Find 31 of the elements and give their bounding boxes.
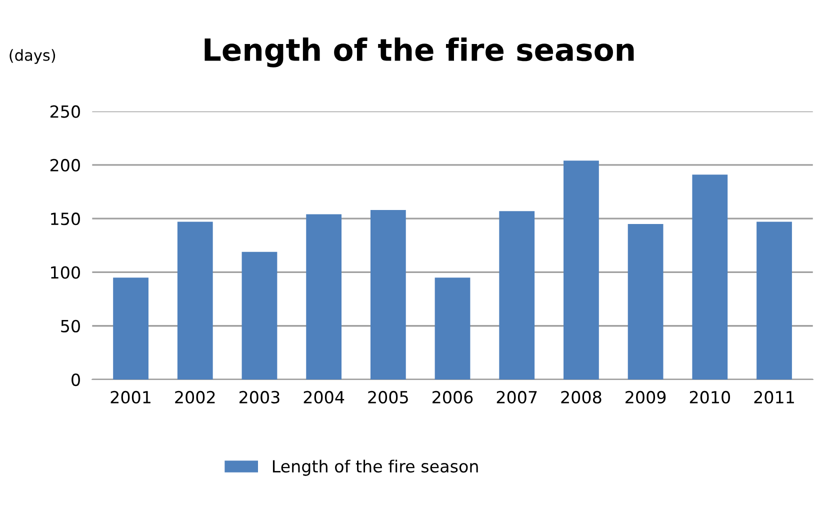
- bar: [370, 210, 406, 380]
- x-tick-label: 2008: [561, 390, 602, 404]
- bar: [692, 174, 728, 380]
- y-tick-label: 0: [72, 373, 80, 386]
- x-tick-label: 2011: [754, 390, 794, 404]
- x-tick-label: 2002: [175, 390, 215, 404]
- bar: [499, 211, 535, 380]
- bar: [242, 252, 278, 380]
- y-tick-label: 50: [61, 320, 80, 332]
- chart-title: Length of the fire season: [204, 38, 634, 68]
- bar: [628, 224, 664, 380]
- x-tick-label: 2004: [304, 390, 344, 404]
- bar: [113, 278, 148, 380]
- bar: [306, 214, 342, 380]
- bar: [564, 160, 599, 380]
- x-tick-label: 2006: [432, 390, 473, 404]
- x-tick-label: 2007: [496, 390, 537, 404]
- x-tick-label: 2009: [626, 390, 666, 404]
- y-axis-title: (days): [10, 49, 56, 64]
- y-tick-label: 250: [50, 105, 80, 118]
- bar: [434, 278, 470, 380]
- bar: [177, 222, 213, 380]
- x-tick-label: 2003: [239, 390, 280, 404]
- x-tick-label: 2005: [368, 390, 408, 404]
- x-tick-label: 2010: [690, 390, 730, 404]
- x-tick-label: 2001: [110, 390, 150, 404]
- y-tick-label: 100: [51, 266, 80, 279]
- bar: [756, 222, 792, 380]
- y-tick-label: 200: [50, 158, 80, 172]
- legend-label: Length of the fire season: [272, 460, 478, 476]
- y-tick-label: 150: [51, 212, 80, 226]
